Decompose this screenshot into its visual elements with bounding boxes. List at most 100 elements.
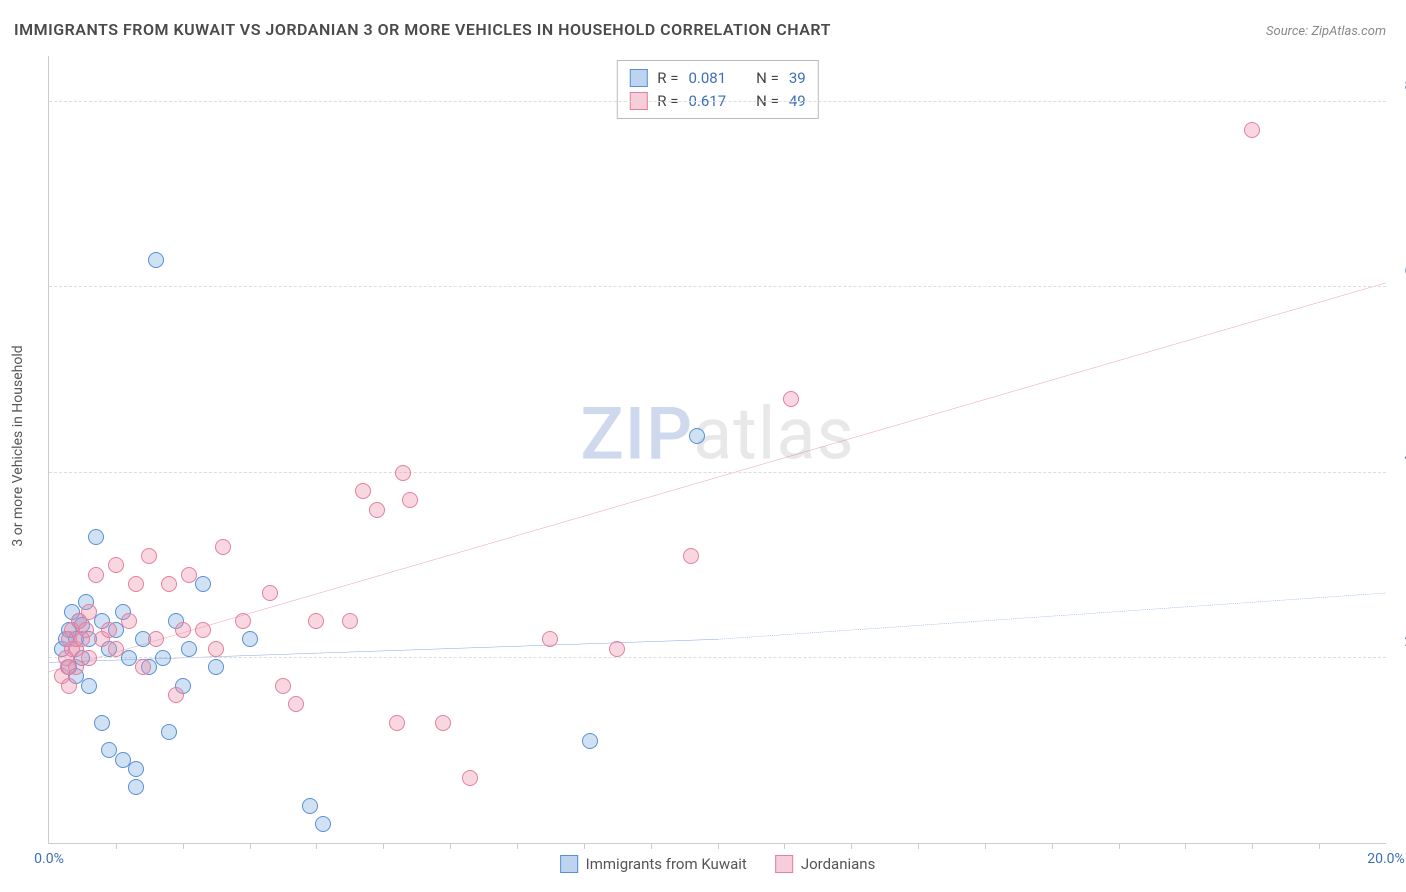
scatter-point xyxy=(262,585,278,601)
scatter-point xyxy=(582,733,598,749)
xtick-minor xyxy=(584,843,585,849)
scatter-point xyxy=(302,798,318,814)
scatter-point xyxy=(60,659,76,675)
scatter-point xyxy=(235,613,251,629)
scatter-point xyxy=(683,548,699,564)
trendlines-svg xyxy=(49,56,1386,843)
scatter-point xyxy=(542,631,558,647)
trend-line xyxy=(49,283,1386,672)
xtick-minor xyxy=(183,843,184,849)
xtick-label: 0.0% xyxy=(34,851,64,867)
scatter-point xyxy=(609,641,625,657)
scatter-point xyxy=(78,622,94,638)
scatter-point xyxy=(195,576,211,592)
scatter-point xyxy=(181,641,197,657)
scatter-point xyxy=(342,613,358,629)
scatter-point xyxy=(402,492,418,508)
xtick-minor xyxy=(450,843,451,849)
scatter-point xyxy=(155,650,171,666)
scatter-point xyxy=(88,567,104,583)
scatter-point xyxy=(128,779,144,795)
watermark-zip: ZIP xyxy=(580,391,693,476)
chart-title: IMMIGRANTS FROM KUWAIT VS JORDANIAN 3 OR… xyxy=(14,20,831,39)
scatter-point xyxy=(81,678,97,694)
xtick-minor xyxy=(784,843,785,849)
trend-line-dashed xyxy=(718,593,1387,639)
xtick-minor xyxy=(1052,843,1053,849)
legend-swatch xyxy=(560,855,578,873)
source-attribution: Source: ZipAtlas.com xyxy=(1266,24,1386,39)
scatter-point xyxy=(242,631,258,647)
scatter-point xyxy=(81,650,97,666)
xtick-minor xyxy=(985,843,986,849)
legend-n-label: N = xyxy=(756,67,779,90)
scatter-point xyxy=(783,391,799,407)
legend-series: Immigrants from Kuwait Jordanians xyxy=(560,855,876,873)
xtick-minor xyxy=(918,843,919,849)
scatter-point xyxy=(128,761,144,777)
legend-stats: R = 0.081N = 39R = 0.617N = 49 xyxy=(616,60,818,119)
chart-plot-area: ZIPatlas R = 0.081N = 39R = 0.617N = 49 … xyxy=(48,56,1386,844)
scatter-point xyxy=(148,252,164,268)
legend-n-value: 39 xyxy=(789,67,806,90)
xtick-minor xyxy=(1319,843,1320,849)
scatter-point xyxy=(161,724,177,740)
gridline-h xyxy=(49,657,1386,658)
xtick-minor xyxy=(1119,843,1120,849)
scatter-point xyxy=(61,678,77,694)
scatter-point xyxy=(215,539,231,555)
xtick-minor xyxy=(116,843,117,849)
scatter-point xyxy=(689,428,705,444)
scatter-point xyxy=(308,613,324,629)
scatter-point xyxy=(355,483,371,499)
xtick-minor xyxy=(316,843,317,849)
scatter-point xyxy=(168,687,184,703)
scatter-point xyxy=(395,465,411,481)
scatter-point xyxy=(148,631,164,647)
scatter-point xyxy=(108,557,124,573)
legend-r-label: R = xyxy=(657,67,678,90)
scatter-point xyxy=(462,770,478,786)
scatter-point xyxy=(369,502,385,518)
scatter-point xyxy=(128,576,144,592)
watermark-atlas: atlas xyxy=(693,391,855,476)
scatter-point xyxy=(389,715,405,731)
scatter-point xyxy=(208,659,224,675)
scatter-point xyxy=(315,816,331,832)
scatter-point xyxy=(275,678,291,694)
scatter-point xyxy=(141,548,157,564)
watermark: ZIPatlas xyxy=(580,391,854,476)
scatter-point xyxy=(195,622,211,638)
xtick-minor xyxy=(1185,843,1186,849)
source-label: Source: xyxy=(1266,24,1308,39)
xtick-minor xyxy=(383,843,384,849)
legend-label: Immigrants from Kuwait xyxy=(586,855,747,873)
scatter-point xyxy=(81,604,97,620)
scatter-point xyxy=(121,613,137,629)
y-axis-label: 3 or more Vehicles in Household xyxy=(10,345,26,546)
scatter-point xyxy=(208,641,224,657)
gridline-h xyxy=(49,286,1386,287)
source-name: ZipAtlas.com xyxy=(1311,24,1386,39)
xtick-minor xyxy=(517,843,518,849)
xtick-minor xyxy=(1252,843,1253,849)
xtick-minor xyxy=(851,843,852,849)
xtick-minor xyxy=(718,843,719,849)
gridline-h xyxy=(49,101,1386,102)
scatter-point xyxy=(94,715,110,731)
scatter-point xyxy=(435,715,451,731)
scatter-point xyxy=(1244,122,1260,138)
scatter-point xyxy=(288,696,304,712)
legend-item: Immigrants from Kuwait xyxy=(560,855,747,873)
xtick-minor xyxy=(250,843,251,849)
scatter-point xyxy=(88,529,104,545)
scatter-point xyxy=(135,659,151,675)
scatter-point xyxy=(175,622,191,638)
legend-item: Jordanians xyxy=(775,855,876,873)
legend-label: Jordanians xyxy=(801,855,876,873)
gridline-h xyxy=(49,472,1386,473)
legend-swatch xyxy=(629,69,647,87)
legend-r-value: 0.081 xyxy=(688,67,726,90)
scatter-point xyxy=(101,622,117,638)
xtick-minor xyxy=(651,843,652,849)
